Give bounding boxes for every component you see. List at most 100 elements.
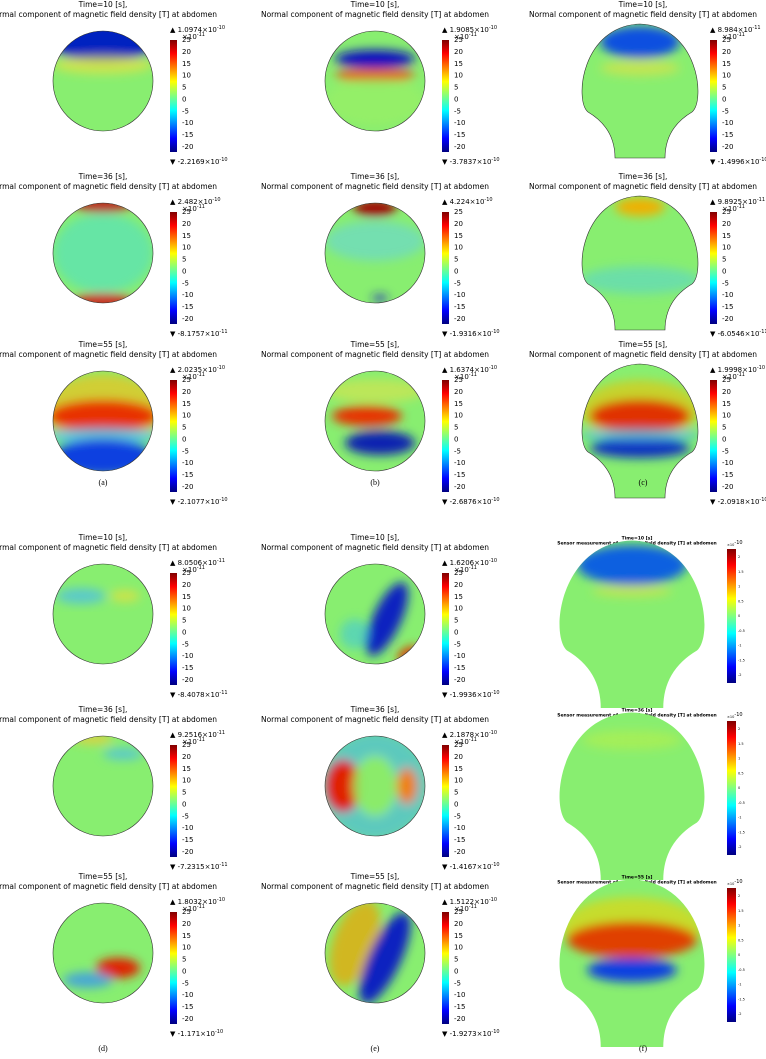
min-label: ▼ -1.9316×10-10 <box>442 329 500 339</box>
panel-caption: (d) <box>98 1044 108 1053</box>
colorbar-tick-label: 0 <box>722 267 726 275</box>
min-label-base: ▼ -1.9273×10 <box>442 1030 491 1038</box>
colorbar-tick-label: 20 <box>182 581 191 589</box>
min-label: ▼ -2.2169×10-10 <box>170 157 228 167</box>
colorbar-tick-label: 15 <box>722 400 731 408</box>
colorbar-tick-label: 1 <box>738 585 740 589</box>
colorbar-tick-label: -2 <box>738 845 742 849</box>
field-blob <box>592 585 672 597</box>
field-plot <box>325 736 425 836</box>
plot-title: Time=10 [s] <box>622 536 653 542</box>
colorbar <box>710 40 717 152</box>
field-blob <box>582 730 682 750</box>
colorbar-tick-label: 20 <box>454 220 463 228</box>
max-label: ▲ 1.6374×10-10 <box>442 365 497 375</box>
colorbar-tick-label: 25 <box>454 36 463 44</box>
colorbar-scale-exp: -11 <box>197 737 205 743</box>
colorbar-scale: ×10-11 <box>182 565 205 575</box>
colorbar-tick-label: 15 <box>182 60 191 68</box>
colorbar-scale-exp: -11 <box>197 32 205 38</box>
field-blob <box>353 756 397 816</box>
colorbar <box>710 212 717 324</box>
colorbar-tick-label: 25 <box>182 741 191 749</box>
max-label-base: ▲ 1.6206×10 <box>442 559 489 567</box>
colorbar-tick-label: -15 <box>722 303 733 311</box>
colorbar-tick-label: 0 <box>182 800 186 808</box>
colorbar-scale-exp: -11 <box>469 372 477 378</box>
plot-subtitle: Normal component of magnetic field densi… <box>261 10 489 19</box>
colorbar-tick-label: -15 <box>454 131 465 139</box>
colorbar-tick-label: -15 <box>182 836 193 844</box>
colorbar-tick-label: 15 <box>722 60 731 68</box>
max-label-base: ▲ 9.8925×10 <box>710 198 757 206</box>
colorbar-scale-base: ×10 <box>182 738 197 746</box>
field-plot <box>325 564 425 664</box>
colorbar-tick-label: 25 <box>722 376 731 384</box>
field-plot <box>53 564 153 664</box>
max-label: ▲ 1.9998×10-10 <box>710 365 765 375</box>
min-label: ▼ -2.0918×10-10 <box>710 497 766 507</box>
colorbar-tick-label: -20 <box>182 676 193 684</box>
colorbar-tick-label: -20 <box>454 483 465 491</box>
colorbar-tick-label: -2 <box>738 673 742 677</box>
colorbar-tick-label: -5 <box>182 107 189 115</box>
colorbar-tick-label: -20 <box>722 143 733 151</box>
plot-title: Time=10 [s], <box>350 0 400 9</box>
colorbar-tick-label: 15 <box>454 232 463 240</box>
field-blob <box>590 400 690 432</box>
field-outline <box>52 202 154 304</box>
colorbar-tick-label: -15 <box>182 471 193 479</box>
colorbar-tick-label: -15 <box>454 471 465 479</box>
colorbar-tick-label: 20 <box>722 388 731 396</box>
plot-subtitle: Normal component of magnetic field densi… <box>261 715 489 724</box>
max-label-exp: -10 <box>757 365 765 371</box>
colorbar-scale-exp: -11 <box>469 32 477 38</box>
panel-caption: (f) <box>639 1044 647 1053</box>
max-label: ▲ 1.9085×10-10 <box>442 25 497 35</box>
field-blob <box>353 203 397 216</box>
field-outline <box>324 735 426 837</box>
field-outline <box>581 363 699 499</box>
colorbar-scale-base: ×10 <box>722 33 737 41</box>
colorbar-tick-label: -5 <box>454 447 461 455</box>
min-label-exp: -11 <box>759 329 766 335</box>
colorbar-tick-label: 0 <box>182 967 186 975</box>
colorbar-tick-label: 0 <box>182 628 186 636</box>
colorbar-tick-label: 1.5 <box>738 570 744 574</box>
field-plot <box>53 203 153 303</box>
colorbar-tick-label: 25 <box>182 208 191 216</box>
colorbar-tick-label: 0 <box>182 95 186 103</box>
colorbar-tick-label: 0.5 <box>738 938 744 942</box>
colorbar-scale: ×10-11 <box>182 372 205 382</box>
colorbar-tick-label: 5 <box>454 256 458 264</box>
colorbar-scale-base: ×10 <box>722 373 737 381</box>
colorbar-tick-label: 0 <box>738 953 740 957</box>
max-label: ▲ 1.8032×10-10 <box>170 897 225 907</box>
plot-subtitle: Normal component of magnetic field densi… <box>0 350 217 359</box>
colorbar-tick-label: 10 <box>454 605 463 613</box>
colorbar-tick-label: 5 <box>454 789 458 797</box>
colorbar-tick-label: 0 <box>738 786 740 790</box>
colorbar-tick-label: -15 <box>182 303 193 311</box>
colorbar-tick-label: 10 <box>454 412 463 420</box>
colorbar-scale-base: ×10 <box>454 566 469 574</box>
colorbar-tick-label: 20 <box>182 48 191 56</box>
colorbar-tick-label: 5 <box>722 256 726 264</box>
min-label: ▼ -1.9936×10-10 <box>442 690 500 700</box>
field-blob <box>577 545 687 585</box>
field-blob <box>600 60 680 76</box>
colorbar-tick-label: -1.5 <box>738 658 745 662</box>
colorbar-tick-label: 0 <box>722 95 726 103</box>
colorbar-scale-exp: -11 <box>197 372 205 378</box>
colorbar-scale-exp: -11 <box>197 204 205 210</box>
colorbar-tick-label: 20 <box>182 920 191 928</box>
max-label-base: ▲ 1.9085×10 <box>442 26 489 34</box>
plot-title: Time=55 [s] <box>622 875 653 881</box>
colorbar <box>170 573 177 685</box>
field-blobs <box>325 379 425 455</box>
max-label: ▲ 1.0974×10-10 <box>170 25 225 35</box>
plot-title: Time=10 [s], <box>350 533 400 542</box>
min-label: ▼ -2.1077×10-10 <box>170 497 228 507</box>
colorbar-tick-label: -20 <box>722 483 733 491</box>
colorbar <box>442 40 449 152</box>
